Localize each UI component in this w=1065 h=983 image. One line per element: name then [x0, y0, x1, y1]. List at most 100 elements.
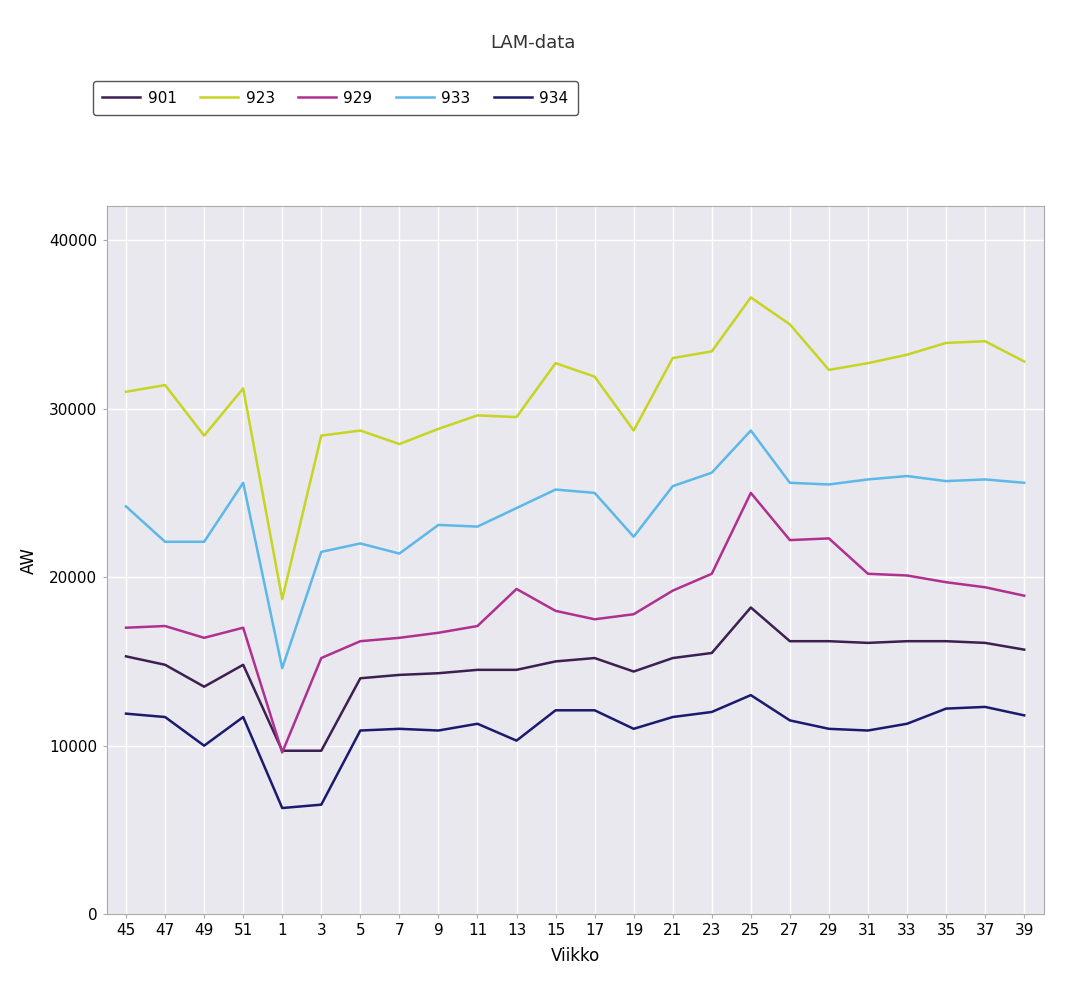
929: [159, 620, 171, 632]
929: [432, 627, 445, 639]
933: [236, 477, 249, 489]
923: [510, 411, 523, 423]
Line: 929: 929: [126, 492, 1025, 752]
934: [939, 703, 952, 715]
934: [550, 705, 562, 717]
934: [276, 802, 289, 814]
933: [393, 548, 406, 559]
923: [588, 371, 601, 382]
933: [667, 481, 679, 492]
923: [667, 352, 679, 364]
933: [432, 519, 445, 531]
933: [901, 470, 914, 482]
901: [159, 659, 171, 670]
901: [939, 635, 952, 647]
923: [822, 364, 835, 376]
933: [744, 425, 757, 436]
929: [550, 605, 562, 616]
923: [315, 430, 328, 441]
929: [744, 487, 757, 498]
934: [901, 718, 914, 729]
929: [393, 632, 406, 644]
901: [667, 652, 679, 664]
923: [471, 410, 484, 422]
901: [979, 637, 992, 649]
923: [744, 292, 757, 304]
923: [705, 345, 718, 357]
923: [939, 337, 952, 349]
929: [667, 585, 679, 597]
933: [627, 531, 640, 543]
934: [588, 705, 601, 717]
934: [510, 734, 523, 746]
929: [354, 635, 366, 647]
923: [784, 318, 797, 330]
934: [862, 724, 874, 736]
Legend: 901, 923, 929, 933, 934: 901, 923, 929, 933, 934: [93, 82, 577, 115]
901: [236, 659, 249, 670]
929: [276, 746, 289, 758]
929: [315, 652, 328, 664]
901: [1018, 644, 1031, 656]
901: [550, 656, 562, 667]
929: [119, 622, 132, 634]
923: [276, 593, 289, 605]
933: [705, 467, 718, 479]
923: [432, 423, 445, 434]
934: [315, 799, 328, 811]
934: [236, 711, 249, 723]
901: [822, 635, 835, 647]
923: [159, 379, 171, 391]
901: [315, 745, 328, 757]
901: [588, 652, 601, 664]
934: [393, 723, 406, 734]
933: [588, 487, 601, 498]
929: [627, 608, 640, 620]
901: [901, 635, 914, 647]
923: [1018, 356, 1031, 368]
901: [627, 665, 640, 677]
933: [159, 536, 171, 548]
929: [1018, 590, 1031, 602]
934: [784, 715, 797, 726]
934: [627, 723, 640, 734]
923: [119, 386, 132, 398]
Text: LAM-data: LAM-data: [490, 34, 575, 52]
933: [198, 536, 211, 548]
933: [315, 546, 328, 557]
901: [393, 669, 406, 681]
933: [784, 477, 797, 489]
933: [354, 538, 366, 549]
929: [471, 620, 484, 632]
923: [354, 425, 366, 436]
933: [862, 474, 874, 486]
929: [198, 632, 211, 644]
X-axis label: Viikko: Viikko: [551, 947, 600, 964]
Line: 934: 934: [126, 695, 1025, 808]
934: [432, 724, 445, 736]
901: [510, 664, 523, 675]
Line: 901: 901: [126, 607, 1025, 751]
934: [979, 701, 992, 713]
923: [979, 335, 992, 347]
929: [588, 613, 601, 625]
934: [119, 708, 132, 720]
929: [510, 583, 523, 595]
929: [705, 568, 718, 580]
933: [550, 484, 562, 495]
901: [276, 745, 289, 757]
929: [901, 569, 914, 581]
901: [705, 647, 718, 659]
933: [979, 474, 992, 486]
923: [550, 357, 562, 369]
Y-axis label: AW: AW: [20, 547, 38, 574]
901: [784, 635, 797, 647]
933: [939, 475, 952, 487]
901: [198, 681, 211, 693]
934: [159, 711, 171, 723]
923: [393, 438, 406, 450]
901: [432, 667, 445, 679]
934: [744, 689, 757, 701]
901: [354, 672, 366, 684]
901: [119, 651, 132, 663]
